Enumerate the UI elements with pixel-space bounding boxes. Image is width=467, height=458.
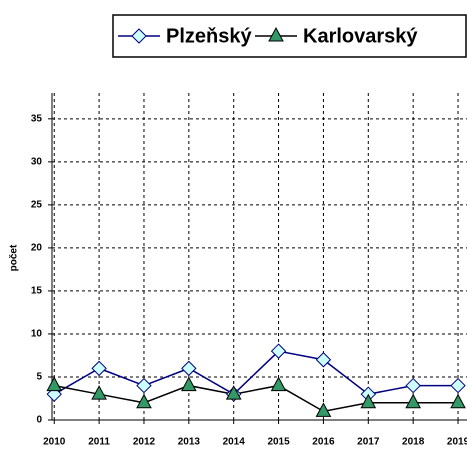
y-tick-label: 5 [36, 372, 42, 383]
series-line [54, 384, 459, 413]
y-tick-label: 15 [31, 286, 43, 297]
x-tick-label: 2017 [357, 437, 380, 448]
series-line [53, 350, 459, 396]
legend-label: Karlovarský [303, 25, 418, 47]
legend-label: Plzeňský [166, 25, 252, 47]
marker [181, 376, 197, 392]
x-tick-label: 2010 [43, 437, 66, 448]
x-tick-label: 2012 [133, 437, 156, 448]
y-tick-label: 35 [31, 113, 43, 124]
marker [181, 360, 197, 377]
y-tick-label: 25 [31, 200, 43, 211]
x-tick-label: 2011 [88, 437, 110, 448]
x-tick-label: 2019 [447, 437, 467, 448]
legend-marker [268, 26, 284, 42]
marker [225, 385, 242, 400]
y-tick-label: 20 [31, 243, 43, 254]
marker [136, 393, 152, 409]
x-tick-label: 2018 [402, 437, 425, 448]
marker [315, 352, 332, 368]
y-tick-label: 10 [31, 329, 43, 340]
marker [46, 376, 63, 392]
marker [315, 402, 332, 417]
marker [450, 377, 466, 394]
y-axis-label: počet [9, 244, 20, 271]
x-tick-label: 2016 [312, 437, 335, 448]
marker [360, 393, 377, 409]
y-tick-label: 30 [31, 156, 43, 167]
x-tick-label: 2015 [267, 437, 290, 448]
marker [405, 393, 421, 409]
x-tick-label: 2014 [223, 437, 246, 448]
marker [270, 376, 287, 392]
marker [91, 360, 107, 377]
legend-marker [131, 28, 147, 44]
y-tick-label: 0 [36, 415, 42, 426]
marker [91, 385, 107, 400]
marker [450, 393, 466, 409]
marker [270, 343, 287, 359]
marker [136, 377, 152, 394]
x-tick-label: 2013 [178, 437, 201, 448]
marker [405, 377, 421, 394]
